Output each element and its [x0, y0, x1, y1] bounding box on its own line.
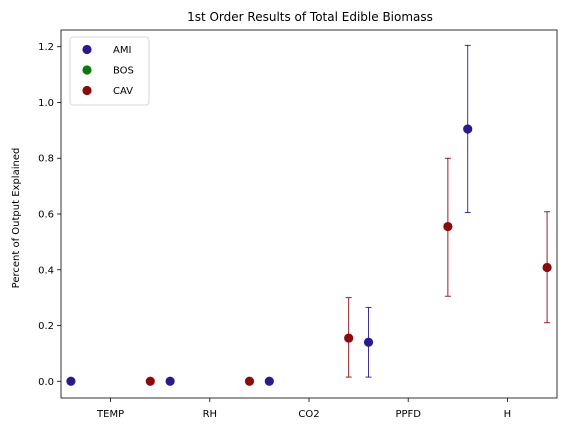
y-tick-label: 0.2 — [38, 321, 54, 332]
legend-label-bos: BOS — [113, 66, 134, 77]
legend-marker-cav — [82, 85, 92, 96]
data-point-cav — [443, 221, 453, 232]
y-tick-label: 0.8 — [38, 154, 54, 165]
chart-title: 1st Order Results of Total Edible Biomas… — [187, 10, 433, 24]
data-point-cav — [145, 376, 155, 386]
y-tick-label: 0.0 — [38, 377, 54, 388]
legend-box — [69, 36, 150, 106]
legend-marker-bos — [82, 65, 92, 75]
data-point-ami — [363, 337, 374, 347]
data-point-cav — [244, 376, 255, 386]
data-point-cav — [344, 333, 354, 343]
x-tick-label: RH — [203, 409, 217, 420]
data-point-ami — [66, 376, 76, 386]
x-tick-label: PPFD — [395, 409, 421, 420]
y-axis-label: Percent of Output Explained — [11, 148, 22, 289]
y-tick-label: 1.0 — [38, 98, 54, 109]
legend-label-cav: CAV — [113, 86, 133, 97]
legend-marker-ami — [82, 44, 92, 55]
y-tick-label: 0.4 — [38, 265, 54, 276]
x-tick-label: CO2 — [298, 409, 319, 420]
data-point-ami — [463, 124, 473, 134]
y-tick-label: 1.2 — [38, 42, 54, 53]
data-point-ami — [264, 376, 274, 386]
x-tick-label: H — [504, 409, 512, 420]
legend-label-ami: AMI — [113, 45, 131, 56]
x-tick-label: TEMP — [96, 409, 124, 420]
y-tick-label: 0.6 — [38, 210, 54, 221]
axes-frame — [60, 29, 558, 399]
plot-area: 0.0 0.2 0.4 0.6 0.8 1.0 1.2 TEMP RH CO2 PPFD H — [38, 42, 552, 420]
data-point-ami — [165, 376, 175, 386]
legend: AMI BOS CAV — [69, 36, 150, 106]
data-point-cav — [542, 262, 552, 273]
